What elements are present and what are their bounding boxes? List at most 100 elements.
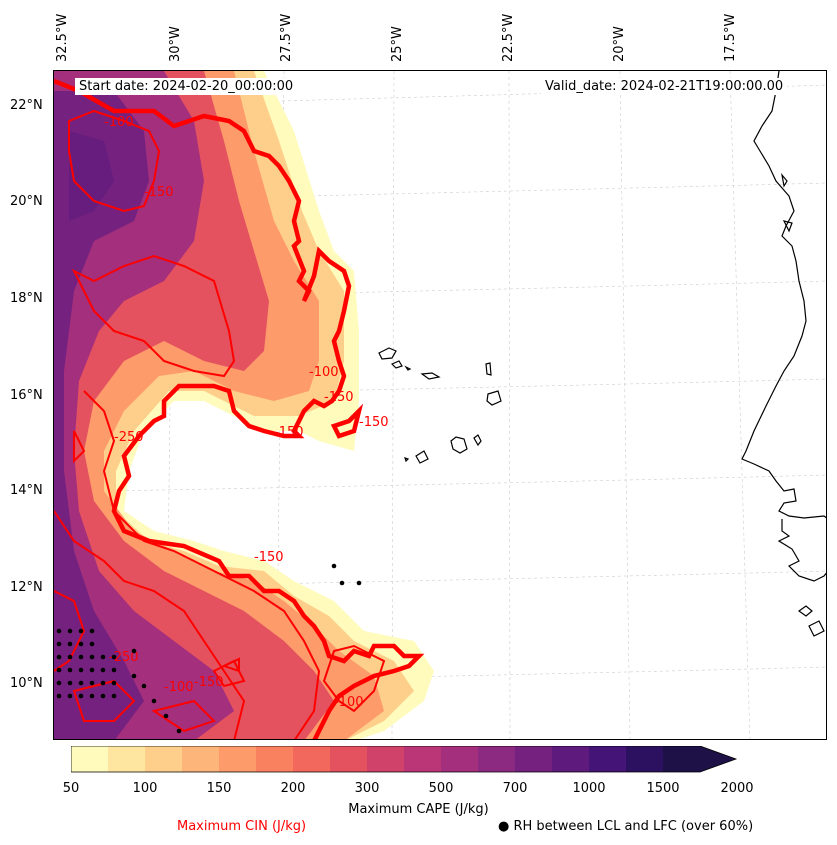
start-date: Start date: 2024-02-20_00:00:00 — [75, 78, 298, 95]
rh-dot — [78, 654, 84, 660]
cin-contour-label: -100 — [164, 680, 194, 695]
valid-date: Valid_date: 2024-02-21T19:00:00.00 — [541, 78, 788, 95]
colorbar-label: Maximum CAPE (J/kg) — [348, 802, 489, 817]
rh-dot — [100, 680, 106, 686]
legend-cin: Maximum CIN (J/kg) — [177, 819, 307, 834]
lat-label: 16°N — [10, 388, 43, 403]
colorbar-tick: 1000 — [572, 781, 606, 796]
cin-contour-labels: -100-150-100-150-250-150-250-100 -150-150… — [104, 115, 389, 710]
colorbar-tick: 300 — [354, 781, 380, 796]
rh-dot — [67, 641, 73, 647]
lon-label: 27.5°W — [279, 13, 294, 62]
colorbar-cell — [71, 746, 108, 772]
rh-dot — [89, 667, 95, 673]
rh-dot — [339, 580, 345, 586]
colorbar-cell — [367, 746, 404, 772]
colorbar-cell — [478, 746, 515, 772]
rh-dot — [151, 698, 157, 704]
lat-label: 18°N — [10, 291, 43, 306]
rh-dot — [78, 693, 84, 699]
rh-dot — [67, 628, 73, 634]
cin-contour-label: -150 — [274, 425, 304, 440]
rh-dot — [56, 693, 62, 699]
colorbar-tick: 2000 — [720, 781, 754, 796]
colorbar-outline — [71, 746, 738, 773]
rh-dot — [78, 680, 84, 686]
rh-dot — [100, 654, 106, 660]
colorbar-cell — [182, 746, 219, 772]
rh-dot — [176, 728, 182, 734]
colorbar-cell — [589, 746, 626, 772]
cape-colorbar — [71, 746, 738, 773]
legend-rh: ● RH between LCL and LFC (over 60%) — [498, 819, 754, 834]
lon-label: 22.5°W — [501, 13, 516, 62]
rh-dot — [331, 563, 337, 569]
rh-dot — [111, 667, 117, 673]
cin-contour-label: -100 — [309, 365, 339, 380]
colorbar-cell — [404, 746, 441, 772]
colorbar-tick: 150 — [206, 781, 232, 796]
rh-dot — [89, 628, 95, 634]
lat-label: 14°N — [10, 483, 43, 498]
rh-dot — [67, 654, 73, 660]
rh-dot — [111, 693, 117, 699]
rh-dot — [100, 667, 106, 673]
colorbar-tick: 1500 — [646, 781, 680, 796]
rh-dot — [89, 654, 95, 660]
colorbar-cell — [552, 746, 589, 772]
cape-field — [54, 71, 434, 739]
colorbar-cell — [330, 746, 367, 772]
colorbar-extend-arrow — [700, 746, 736, 772]
rh-dot — [67, 680, 73, 686]
colorbar-tick: 50 — [62, 781, 80, 796]
colorbar-cell — [515, 746, 552, 772]
coastlines — [378, 71, 826, 637]
rh-dot — [141, 683, 147, 689]
cin-contour-label: -150 — [194, 675, 224, 690]
cin-contour-label: -150 — [144, 185, 174, 200]
rh-dot — [78, 641, 84, 647]
cin-contour-label: -250 — [114, 430, 144, 445]
colorbar-cell — [145, 746, 182, 772]
rh-dot — [89, 641, 95, 647]
rh-dot — [67, 667, 73, 673]
lat-label: 12°N — [10, 580, 43, 595]
rh-dot — [67, 693, 73, 699]
lat-label: 20°N — [10, 194, 43, 209]
lon-label: 25°W — [390, 26, 405, 62]
rh-dot — [131, 648, 137, 654]
colorbar-cell — [441, 746, 478, 772]
rh-dot — [100, 693, 106, 699]
map-panel[interactable]: -100 -150 -100 -150 -250 -150 -250 -100 -150 -150… — [53, 70, 827, 740]
rh-dots — [56, 563, 362, 734]
colorbar-cell — [256, 746, 293, 772]
rh-dot — [56, 628, 62, 634]
cin-contour-label: -150 — [324, 390, 354, 405]
lat-label: 10°N — [10, 676, 43, 691]
cin-contours — [54, 78, 425, 739]
rh-dot — [78, 628, 84, 634]
lon-label: 20°W — [612, 26, 627, 62]
cin-contour-label: -150 — [359, 415, 389, 430]
cape-layer-1500 — [69, 131, 114, 221]
colorbar-cell — [219, 746, 256, 772]
cin-contour-label: -100 — [104, 115, 134, 130]
colorbar-tick: 200 — [280, 781, 306, 796]
rh-dot — [356, 580, 362, 586]
cape-layer-1000 — [54, 91, 149, 739]
rh-dot — [89, 693, 95, 699]
lon-label: 17.5°W — [723, 13, 738, 62]
rh-dot — [131, 673, 137, 679]
lon-label: 32.5°W — [55, 13, 70, 62]
colorbar-cell — [293, 746, 330, 772]
colorbar-cell — [663, 746, 700, 772]
colorbar-cell — [108, 746, 145, 772]
rh-dot — [111, 680, 117, 686]
rh-dot — [89, 680, 95, 686]
colorbar-tick: 500 — [428, 781, 454, 796]
rh-dot — [56, 641, 62, 647]
cin-contour-label: -250 — [109, 650, 139, 665]
cin-contour-label: -100 — [334, 695, 364, 710]
rh-dot — [56, 667, 62, 673]
map-svg: -100-150-100-150-250-150-250-100 -150-150… — [54, 71, 826, 739]
